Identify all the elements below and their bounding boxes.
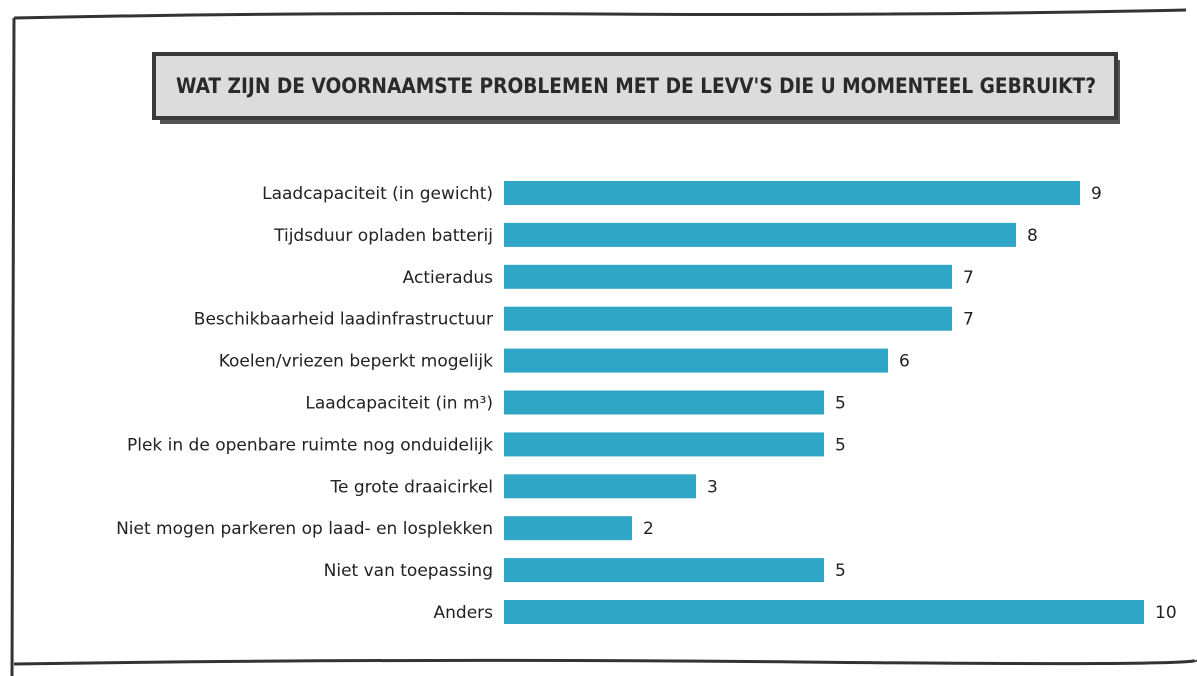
category-label: Koelen/vriezen beperkt mogelijk <box>219 352 493 372</box>
category-label: Anders <box>434 603 494 623</box>
bar <box>504 516 632 541</box>
value-label: 8 <box>1027 226 1038 246</box>
category-label: Niet mogen parkeren op laad- en losplekk… <box>116 519 493 539</box>
value-label: 7 <box>963 268 974 288</box>
value-label: 5 <box>835 435 846 455</box>
value-label: 3 <box>707 477 718 497</box>
value-label: 5 <box>835 394 846 414</box>
value-label: 10 <box>1155 603 1177 623</box>
value-label: 7 <box>963 310 974 330</box>
category-label: Laadcapaciteit (in gewicht) <box>262 184 493 204</box>
bar <box>504 181 1080 205</box>
bar <box>504 390 824 415</box>
chart-title: WAT ZIJN DE VOORNAAMSTE PROBLEMEN MET DE… <box>176 74 1096 98</box>
value-label: 2 <box>643 519 654 539</box>
category-label: Actieradus <box>403 268 493 288</box>
category-label: Laadcapaciteit (in m³) <box>305 394 493 414</box>
category-label: Beschikbaarheid laadinfrastructuur <box>194 310 493 330</box>
bar <box>504 348 888 373</box>
category-label: Plek in de openbare ruimte nog onduideli… <box>127 435 493 455</box>
bar <box>504 558 824 583</box>
category-label: Te grote draaicirkel <box>329 477 493 497</box>
value-label: 6 <box>899 352 910 372</box>
bar <box>504 474 696 499</box>
bar <box>504 222 1016 247</box>
bar <box>504 600 1144 624</box>
sketch-frame <box>10 8 1197 676</box>
value-label: 5 <box>835 561 846 581</box>
category-label: Niet van toepassing <box>324 561 493 581</box>
title-box <box>152 52 1118 120</box>
bar <box>504 432 824 457</box>
bar <box>504 264 952 289</box>
value-label: 9 <box>1091 184 1102 204</box>
bar <box>504 306 952 331</box>
category-label: Tijdsduur opladen batterij <box>273 226 493 246</box>
